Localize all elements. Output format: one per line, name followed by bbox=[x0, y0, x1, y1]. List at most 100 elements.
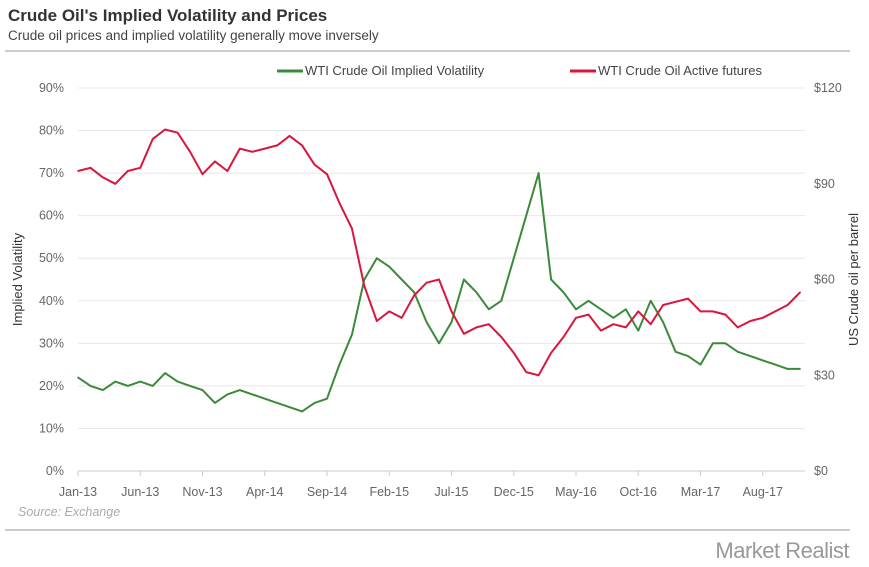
data-point bbox=[749, 355, 752, 357]
data-point bbox=[400, 278, 403, 281]
x-tick-label: Jun-13 bbox=[121, 485, 159, 499]
data-point bbox=[525, 214, 527, 217]
data-point bbox=[276, 144, 279, 147]
y2-tick-label: $0 bbox=[814, 464, 828, 478]
data-point bbox=[488, 308, 490, 311]
data-point bbox=[400, 317, 403, 319]
data-point bbox=[189, 385, 191, 387]
data-point bbox=[699, 363, 702, 366]
data-point bbox=[288, 406, 291, 408]
data-point bbox=[151, 385, 154, 387]
data-point bbox=[500, 336, 503, 338]
data-point bbox=[326, 173, 328, 175]
data-point bbox=[77, 170, 79, 172]
x-tick-label: Dec-15 bbox=[494, 485, 534, 499]
y-tick-label: 70% bbox=[39, 166, 64, 180]
data-point bbox=[363, 285, 366, 287]
data-point bbox=[550, 278, 552, 281]
data-point bbox=[500, 299, 503, 302]
data-point bbox=[612, 317, 615, 319]
data-point bbox=[786, 304, 789, 306]
y2-tick-label: $30 bbox=[814, 368, 835, 382]
data-point bbox=[625, 326, 627, 329]
data-point bbox=[749, 320, 752, 322]
data-point bbox=[338, 202, 341, 204]
data-point bbox=[164, 372, 166, 374]
data-point bbox=[662, 304, 664, 306]
data-point bbox=[263, 397, 266, 400]
data-point bbox=[761, 359, 764, 362]
data-point bbox=[388, 310, 391, 313]
data-point bbox=[774, 310, 776, 313]
data-point bbox=[550, 352, 552, 354]
data-point bbox=[276, 402, 279, 404]
data-point bbox=[737, 326, 739, 329]
data-point bbox=[338, 363, 341, 366]
divider bbox=[5, 529, 850, 531]
chart-subtitle: Crude oil prices and implied volatility … bbox=[8, 28, 379, 43]
data-point bbox=[239, 147, 241, 150]
data-point bbox=[699, 310, 702, 313]
data-point bbox=[463, 278, 465, 281]
x-tick-label: Apr-14 bbox=[246, 485, 284, 499]
data-point bbox=[288, 135, 291, 137]
x-tick-label: Jan-13 bbox=[59, 485, 97, 499]
y-tick-label: 90% bbox=[39, 81, 64, 95]
data-point bbox=[127, 170, 129, 172]
data-point bbox=[737, 351, 739, 353]
data-point bbox=[351, 334, 353, 336]
data-point bbox=[313, 402, 316, 404]
y-tick-label: 50% bbox=[39, 251, 64, 265]
data-point bbox=[151, 138, 154, 140]
data-point bbox=[450, 310, 453, 313]
data-point bbox=[413, 294, 415, 297]
data-point bbox=[214, 402, 216, 404]
data-point bbox=[475, 291, 478, 294]
data-point bbox=[724, 313, 727, 316]
data-point bbox=[799, 291, 801, 294]
data-point bbox=[313, 163, 316, 166]
data-point bbox=[77, 376, 79, 379]
y-tick-label: 30% bbox=[39, 336, 64, 350]
data-point bbox=[388, 265, 391, 268]
data-point bbox=[562, 291, 565, 294]
data-point bbox=[139, 380, 142, 383]
data-point bbox=[114, 182, 117, 185]
x-tick-label: Nov-13 bbox=[182, 485, 222, 499]
data-point bbox=[649, 323, 652, 325]
x-tick-label: Oct-16 bbox=[619, 485, 657, 499]
data-point bbox=[226, 170, 229, 172]
source-note: Source: Exchange bbox=[18, 505, 121, 519]
data-point bbox=[114, 380, 117, 383]
data-point bbox=[712, 342, 714, 345]
data-point bbox=[587, 313, 590, 316]
legend-label: WTI Crude Oil Implied Volatility bbox=[305, 63, 485, 78]
market-realist-logo: Market Realist bbox=[715, 538, 849, 563]
data-point bbox=[425, 281, 428, 284]
data-point bbox=[512, 352, 515, 354]
data-point bbox=[512, 257, 515, 260]
data-point bbox=[89, 166, 92, 169]
x-tick-label: Aug-17 bbox=[743, 485, 783, 499]
series-line-active-futures bbox=[77, 128, 801, 377]
data-point bbox=[239, 389, 241, 391]
data-point bbox=[351, 227, 353, 230]
data-point bbox=[376, 320, 378, 322]
data-point bbox=[201, 389, 204, 391]
data-point bbox=[226, 393, 229, 396]
x-tick-label: Jul-15 bbox=[434, 485, 468, 499]
data-point bbox=[537, 374, 540, 377]
data-point bbox=[488, 323, 490, 325]
divider bbox=[5, 50, 850, 52]
data-point bbox=[562, 336, 565, 338]
data-point bbox=[463, 332, 465, 335]
data-point bbox=[786, 368, 789, 370]
data-point bbox=[712, 310, 714, 313]
y-tick-label: 20% bbox=[39, 379, 64, 393]
data-point bbox=[761, 317, 764, 319]
data-point bbox=[637, 310, 640, 313]
y-tick-label: 80% bbox=[39, 124, 64, 138]
data-point bbox=[600, 308, 602, 311]
data-point bbox=[774, 363, 776, 366]
